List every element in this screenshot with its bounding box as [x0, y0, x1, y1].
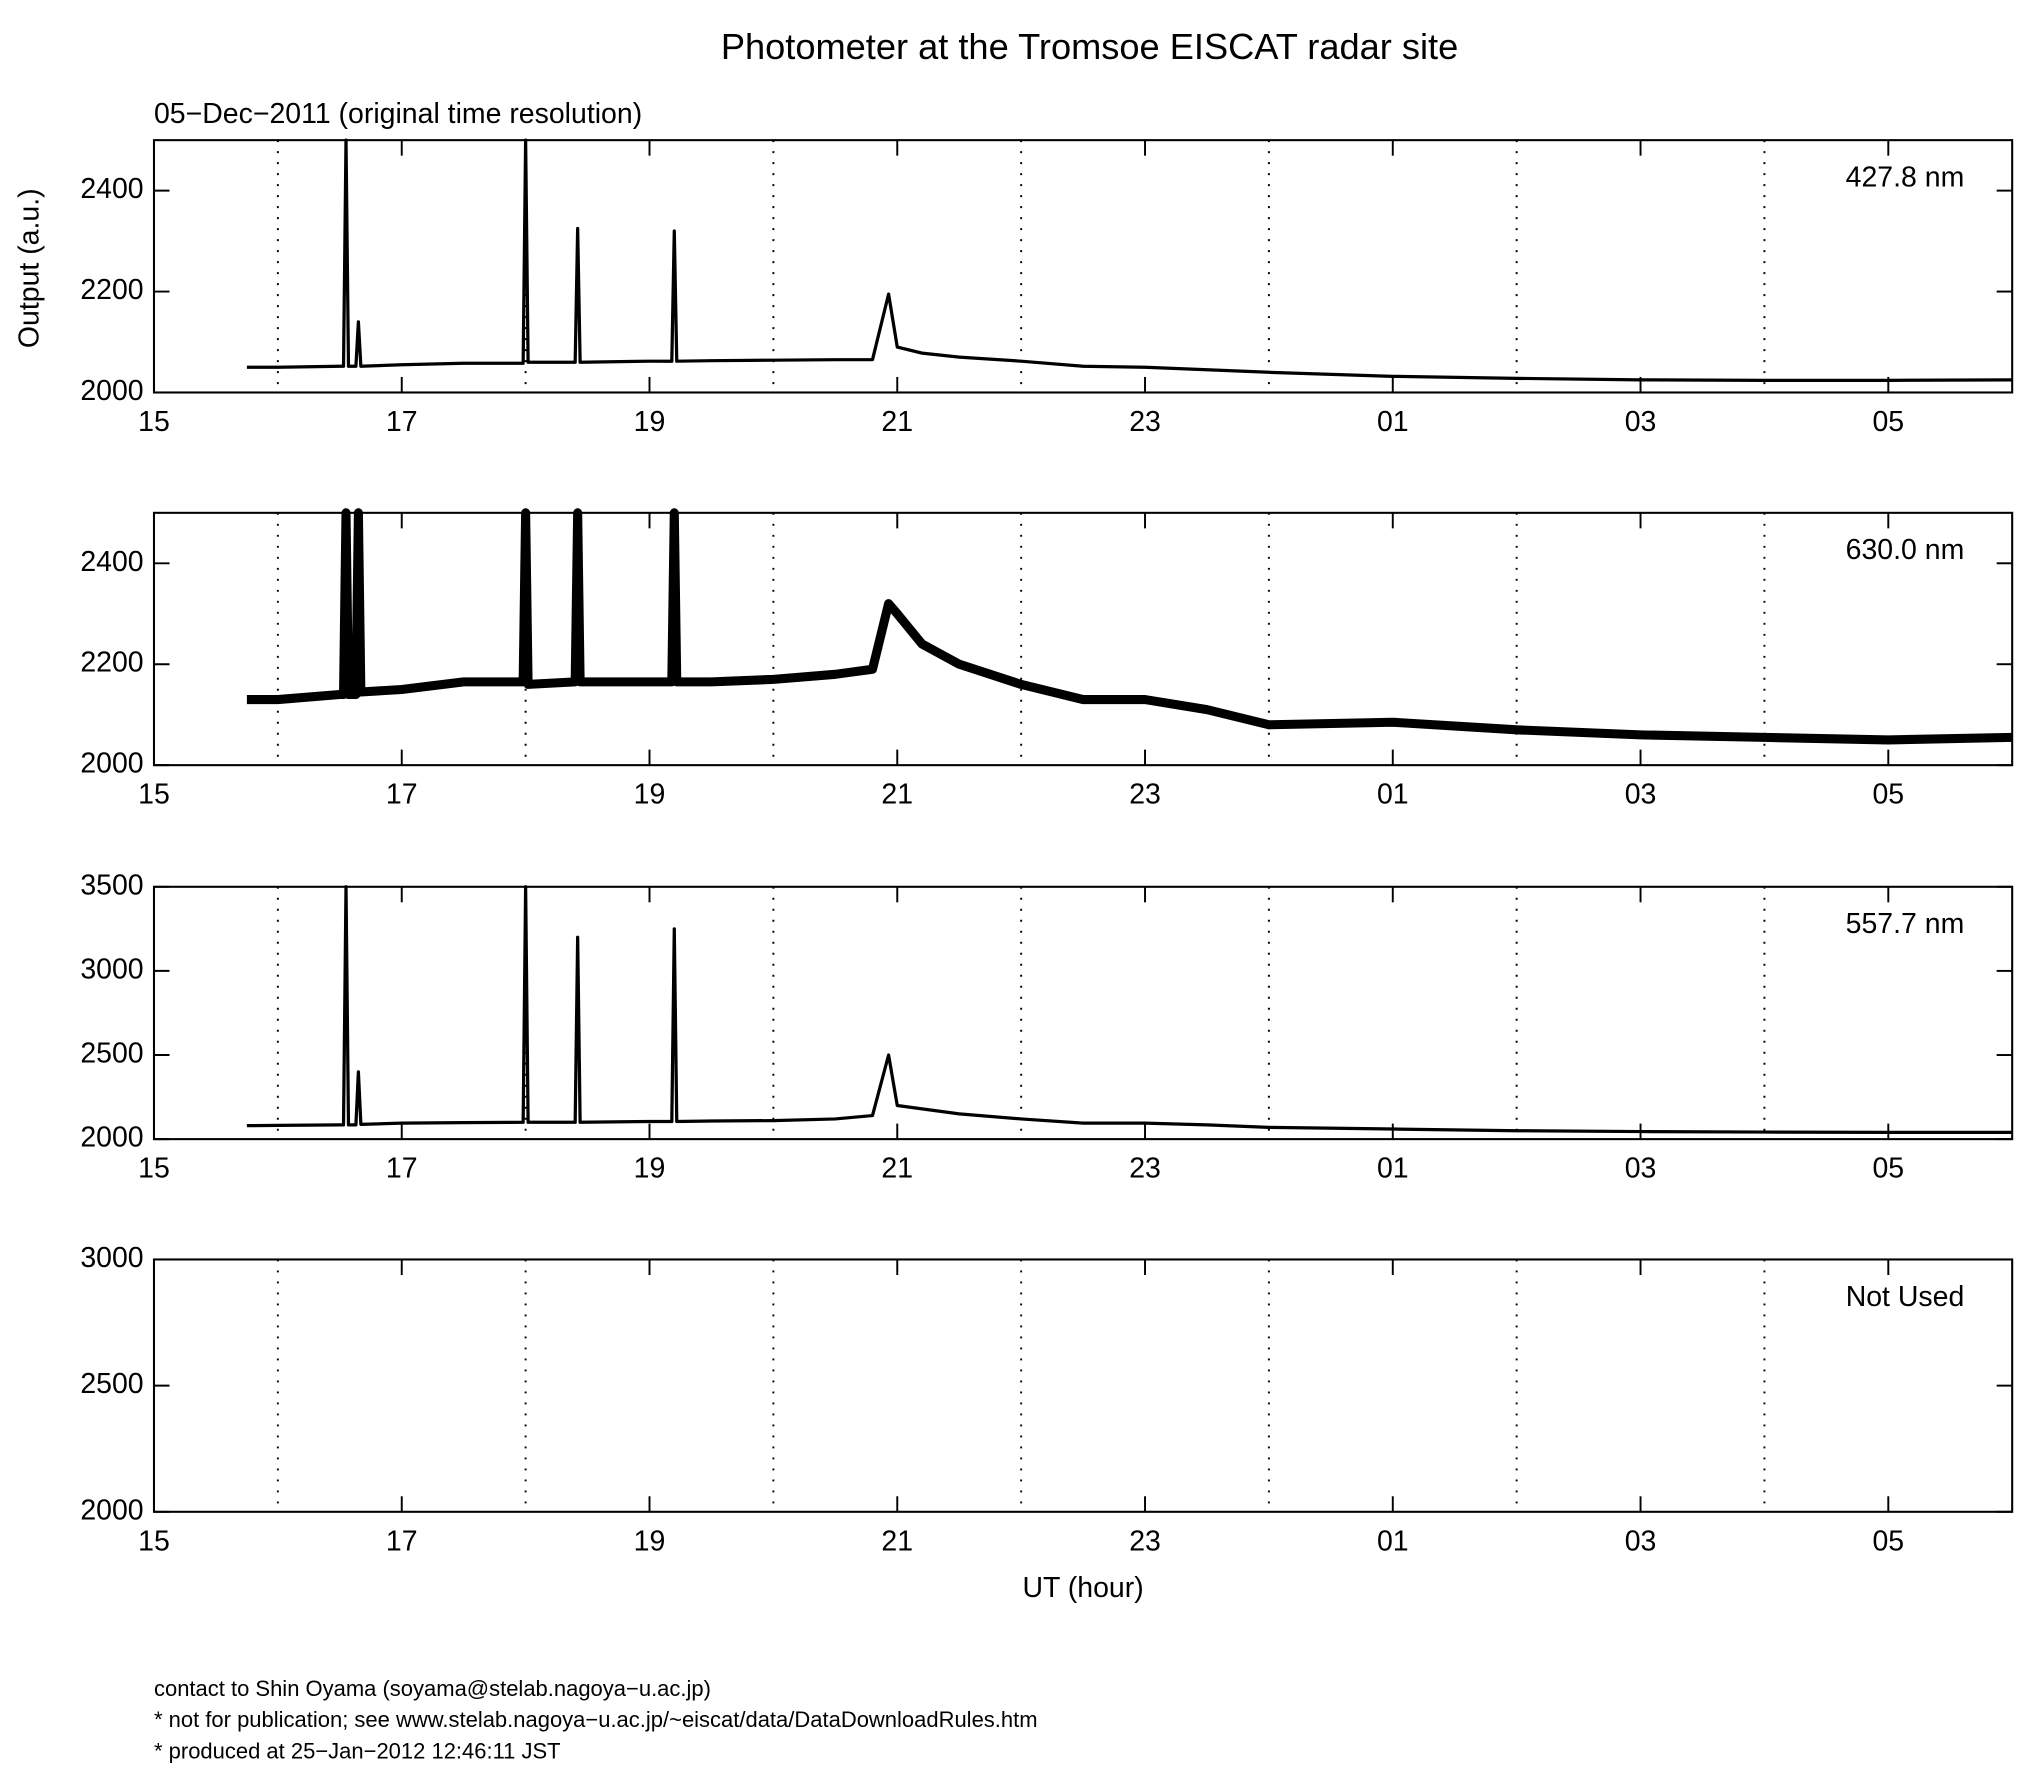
y-tick-label: 2400	[80, 546, 143, 578]
x-tick-label: 19	[634, 779, 666, 811]
x-tick-label: 17	[386, 1153, 418, 1185]
x-tick-label: 21	[881, 1153, 913, 1185]
x-tick-label: 17	[386, 1525, 418, 1557]
title: Photometer at the Tromsoe EISCAT radar s…	[721, 26, 1458, 67]
x-tick-label: 23	[1129, 1153, 1161, 1185]
x-tick-label: 15	[138, 1525, 170, 1557]
y-tick-label: 2500	[80, 1368, 143, 1400]
panel-label: 630.0 nm	[1846, 534, 1965, 566]
x-tick-label: 15	[138, 1153, 170, 1185]
x-tick-label: 03	[1625, 779, 1657, 811]
y-tick-label: 2000	[80, 1122, 143, 1154]
x-tick-label: 05	[1872, 1153, 1904, 1185]
y-tick-label: 3500	[80, 869, 143, 901]
data-line	[246, 508, 2013, 745]
x-tick-label: 05	[1872, 406, 1904, 438]
panel-label: Not Used	[1846, 1281, 1965, 1313]
subtitle: 05−Dec−2011 (original time resolution)	[154, 98, 642, 130]
data-line	[246, 138, 2013, 382]
x-tick-label: 17	[386, 779, 418, 811]
x-tick-label: 01	[1377, 406, 1409, 438]
y-tick-label: 2000	[80, 748, 143, 780]
x-tick-label: 01	[1377, 1153, 1409, 1185]
y-tick-label: 2000	[80, 375, 143, 407]
y-tick-label: 3000	[80, 953, 143, 985]
y-tick-label: 2000	[80, 1494, 143, 1526]
x-tick-label: 21	[881, 779, 913, 811]
x-tick-label: 03	[1625, 406, 1657, 438]
x-tick-label: 19	[634, 406, 666, 438]
panel: 15 17 19 21 23 01 03 05 2000 2500 3000 Not Used	[80, 1242, 2014, 1557]
panel: 15 17 19 21 23 01 03 05 2000 2500 3000 3500 557.7 nm	[80, 869, 2014, 1185]
y-tick-label: 2200	[80, 647, 143, 679]
x-tick-label: 15	[138, 406, 170, 438]
footer-line: * not for publication; see www.stelab.na…	[154, 1707, 1038, 1732]
x-tick-label: 15	[138, 779, 170, 811]
x-tick-label: 19	[634, 1153, 666, 1185]
y-tick-label: 3000	[80, 1242, 143, 1274]
x-tick-label: 19	[634, 1525, 666, 1557]
x-tick-label: 23	[1129, 779, 1161, 811]
x-tick-label: 01	[1377, 779, 1409, 811]
x-tick-label: 23	[1129, 406, 1161, 438]
x-tick-label: 05	[1872, 779, 1904, 811]
panel-label: 427.8 nm	[1846, 161, 1965, 193]
x-axis-label: UT (hour)	[1022, 1572, 1143, 1604]
y-tick-label: 2200	[80, 274, 143, 306]
y-tick-label: 2500	[80, 1038, 143, 1070]
x-tick-label: 23	[1129, 1525, 1161, 1557]
x-tick-label: 21	[881, 406, 913, 438]
plot-frame	[152, 1258, 2014, 1513]
footer-line: contact to Shin Oyama (soyama@stelab.nag…	[154, 1676, 711, 1701]
x-tick-label: 01	[1377, 1525, 1409, 1557]
y-tick-label: 2400	[80, 173, 143, 205]
panel: 15 17 19 21 23 01 03 05 2000 2200 2400 427.8 nm	[80, 138, 2014, 438]
x-tick-label: 05	[1872, 1525, 1904, 1557]
plot-frame	[152, 139, 2014, 394]
panel-label: 557.7 nm	[1846, 908, 1965, 940]
x-tick-label: 21	[881, 1525, 913, 1557]
x-tick-label: 17	[386, 406, 418, 438]
data-line	[246, 885, 2013, 1135]
footer-line: * produced at 25−Jan−2012 12:46:11 JST	[154, 1738, 561, 1763]
panel: 15 17 19 21 23 01 03 05 2000 2200 2400 630.0 nm	[80, 508, 2014, 811]
x-tick-label: 03	[1625, 1525, 1657, 1557]
y-axis-label: Output (a.u.)	[14, 188, 46, 348]
plot-frame	[152, 885, 2014, 1141]
x-tick-label: 03	[1625, 1153, 1657, 1185]
plot-frame	[152, 511, 2014, 767]
